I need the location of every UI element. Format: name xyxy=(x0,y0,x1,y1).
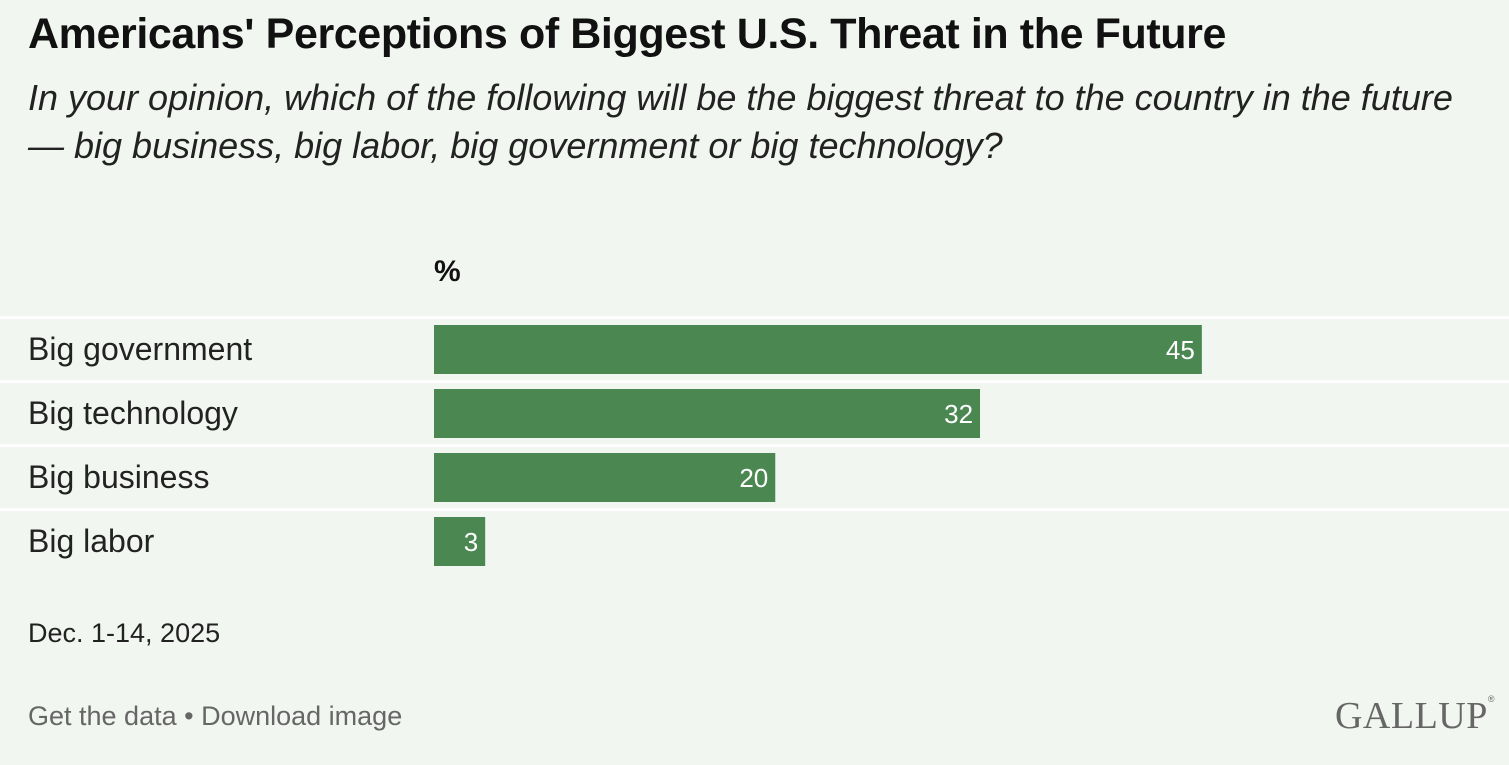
category-label: Big government xyxy=(28,331,252,367)
category-label: Big business xyxy=(28,459,209,495)
gallup-logo-text: GALLUP xyxy=(1334,695,1488,737)
bar xyxy=(434,325,1202,374)
bar xyxy=(434,517,486,566)
registered-mark: ® xyxy=(1487,694,1495,704)
unit-label: % xyxy=(434,255,461,288)
bar xyxy=(434,389,981,438)
bar xyxy=(434,453,776,502)
survey-date: Dec. 1-14, 2025 xyxy=(28,618,221,648)
footer-separator: • xyxy=(184,701,194,731)
download-image-link[interactable]: Download image xyxy=(201,701,403,731)
chart-title: Americans' Perceptions of Biggest U.S. T… xyxy=(28,10,1227,58)
row-separator xyxy=(0,444,1509,447)
gallup-logo: GALLUP® xyxy=(1335,694,1495,738)
row-separator xyxy=(0,316,1509,319)
data-label: 3 xyxy=(464,527,478,557)
data-label: 45 xyxy=(1166,335,1195,365)
chart-subtitle: In your opinion, which of the following … xyxy=(28,77,1453,166)
row-separator xyxy=(0,508,1509,511)
category-label: Big labor xyxy=(28,523,155,559)
get-data-link[interactable]: Get the data xyxy=(28,701,177,731)
category-label: Big technology xyxy=(28,395,238,431)
data-label: 20 xyxy=(739,463,768,493)
data-label: 32 xyxy=(944,399,973,429)
row-separator xyxy=(0,380,1509,383)
bar-chart: Big government 45 Big technology 32 Big busi… xyxy=(0,316,1509,566)
footer-links: Get the data • Download image xyxy=(28,701,402,732)
